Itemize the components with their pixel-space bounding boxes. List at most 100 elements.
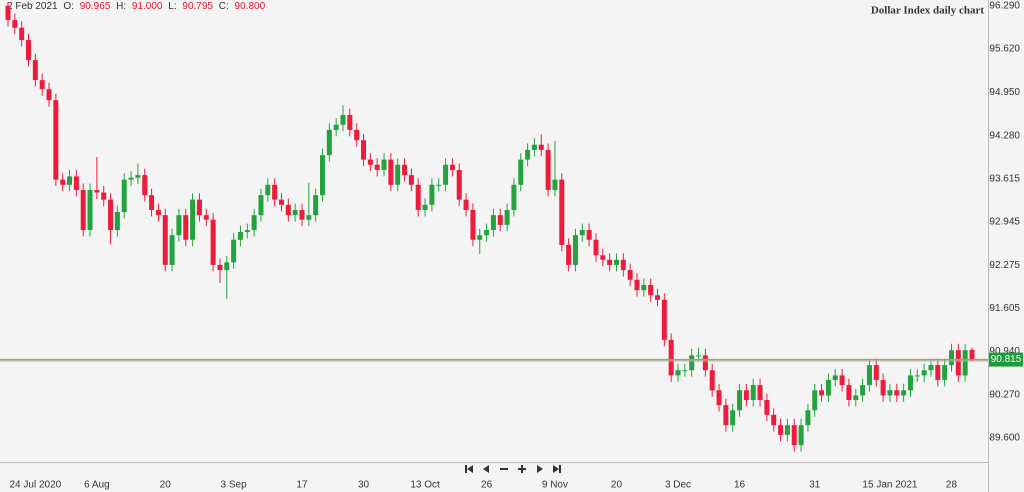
y-tick-label: 93.615 [989,173,1020,184]
x-tick-label: 20 [160,480,172,491]
candle-body [456,169,462,200]
candle-body [39,80,45,90]
x-tick-label: 28 [946,480,958,491]
candle-body [504,210,510,225]
candle-body [333,124,339,130]
x-tick-label: 17 [296,480,308,491]
candle-body [326,129,332,156]
x-tick-label: 6 Aug [84,480,110,491]
last-price-label: 90.815 [991,354,1022,365]
candle-body [730,410,736,426]
candle-body [108,199,114,231]
candle-body [613,259,619,265]
candle-body [224,262,230,271]
candle-body [928,365,934,371]
candle-body [408,175,414,185]
candle-body [319,155,325,196]
candle-body [53,100,59,180]
candle-body [60,179,66,185]
candle-body [361,140,367,160]
candle-body [668,339,674,376]
y-tick-label: 89.600 [989,433,1020,444]
candle-body [696,355,702,357]
nav-first[interactable] [465,465,473,473]
candle-body [121,179,127,212]
candle-body [750,385,756,400]
candle-body [415,184,421,210]
candle-body [948,350,954,366]
candle-body [655,295,661,300]
candle-body [306,215,312,220]
candle-body [231,239,237,263]
x-tick-label: 20 [611,480,623,491]
candle-body [901,390,907,396]
candle-body [217,264,223,271]
candle-body [497,215,503,225]
candle-body [463,199,469,210]
candle-body [771,414,777,426]
candle-body [812,390,818,411]
readout-key: H: [116,1,126,12]
candle-body [819,390,825,396]
candle-body [265,184,271,196]
candle-body [778,425,784,435]
candle-body [805,410,811,426]
candle-body [94,189,100,193]
candle-body [962,350,968,376]
candle-body [866,365,872,386]
candle-body [675,370,681,376]
candle-body [894,390,900,396]
x-tick-label: 15 Jan 2021 [862,480,917,491]
y-tick-label: 96.290 [989,0,1020,11]
nav-last[interactable] [553,465,561,473]
candle-body [969,349,975,361]
nav-zoom-out[interactable] [500,468,508,470]
candle-body [791,425,797,446]
candle-body [689,355,695,371]
candle-body [155,210,161,216]
y-tick-label: 90.940 [989,346,1020,357]
candle-body [149,195,155,210]
candle-body [5,5,11,21]
candle-body [607,259,613,265]
candle-body [436,184,442,186]
candle-body [682,370,688,372]
candle-body [620,259,626,271]
candle-body [258,195,264,216]
candle-body [641,284,647,291]
candle-body [26,40,32,61]
candle-body [313,195,319,216]
chart-title: Dollar Index daily chart [871,5,985,17]
candle-body [251,215,257,231]
candle-body [272,184,278,200]
nav-prev[interactable] [483,465,489,473]
candle-body [381,159,387,170]
candle-body [914,375,920,377]
candle-body [545,149,551,190]
candle-body [87,189,93,231]
candle-body [162,215,168,265]
candle-body [634,279,640,291]
y-tick-label: 94.950 [989,87,1020,98]
candle-body [566,244,572,265]
y-tick-label: 94.280 [989,130,1020,141]
candle-body [183,215,189,240]
nav-next[interactable] [537,465,543,473]
y-tick-label: 92.945 [989,217,1020,228]
candle-body [395,164,401,185]
x-tick-label: 26 [481,480,493,491]
x-tick-label: 16 [734,480,746,491]
candle-body [196,199,202,216]
candle-body [190,199,196,240]
candle-body [873,365,879,380]
candle-body [716,390,722,406]
candle-body [46,89,52,101]
candle-body [737,390,743,411]
y-tick-label: 95.620 [989,44,1020,55]
ohlc-readout: 2 Feb 2021 O: 90.965 H: 91.000 L: 90.795… [7,1,266,12]
candle-body [237,231,243,240]
candle-body [210,219,216,265]
candle-body [600,255,606,260]
nav-zoom-in[interactable] [518,465,526,473]
